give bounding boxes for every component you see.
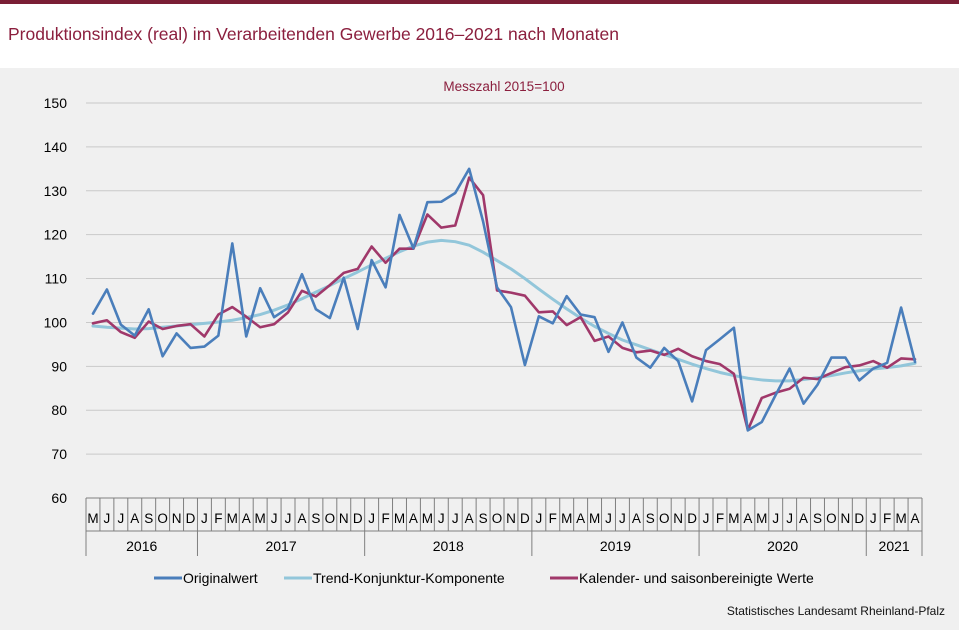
month-label: F <box>716 511 724 526</box>
month-label: M <box>255 511 266 526</box>
month-label: M <box>561 511 572 526</box>
chart-title: Produktionsindex (real) im Verarbeitende… <box>8 24 619 44</box>
y-tick-label: 120 <box>44 227 68 243</box>
source-note: Statistisches Landesamt Rheinland-Pfalz <box>726 604 945 618</box>
month-label: D <box>353 511 363 526</box>
month-label: J <box>117 511 124 526</box>
series-line-2 <box>91 176 917 432</box>
month-label: S <box>479 511 488 526</box>
month-label: J <box>535 511 542 526</box>
month-label: A <box>297 511 306 526</box>
y-tick-label: 90 <box>51 358 67 374</box>
month-label: N <box>506 511 516 526</box>
year-label: 2018 <box>433 538 464 554</box>
y-tick-label: 70 <box>51 446 67 462</box>
month-label: N <box>172 511 182 526</box>
y-tick-label: 150 <box>44 95 68 111</box>
month-label: A <box>632 511 641 526</box>
month-label: M <box>227 511 238 526</box>
month-label: O <box>826 511 837 526</box>
legend-label: Originalwert <box>183 570 258 586</box>
month-label: F <box>381 511 389 526</box>
year-label: 2019 <box>600 538 631 554</box>
y-tick-label: 140 <box>44 139 68 155</box>
month-label: D <box>520 511 530 526</box>
y-tick-label: 60 <box>51 490 67 506</box>
series-line-0 <box>91 167 917 432</box>
month-label: J <box>452 511 459 526</box>
month-label: O <box>492 511 503 526</box>
month-label: J <box>619 511 626 526</box>
month-label: M <box>87 511 98 526</box>
month-label: J <box>285 511 292 526</box>
year-label: 2017 <box>265 538 296 554</box>
month-label: J <box>438 511 445 526</box>
month-label: D <box>186 511 196 526</box>
series-line-1 <box>91 238 917 383</box>
month-label: M <box>589 511 600 526</box>
month-label: M <box>756 511 767 526</box>
month-label: N <box>840 511 850 526</box>
y-tick-label: 100 <box>44 314 68 330</box>
year-label: 2021 <box>879 538 910 554</box>
month-label: J <box>271 511 278 526</box>
month-label: S <box>311 511 320 526</box>
month-label: J <box>870 511 877 526</box>
y-tick-label: 110 <box>45 271 68 287</box>
month-label: A <box>743 511 752 526</box>
month-label: N <box>673 511 683 526</box>
month-label: A <box>576 511 585 526</box>
chart-subtitle: Messzahl 2015=100 <box>443 79 564 94</box>
month-label: F <box>214 511 222 526</box>
month-label: A <box>465 511 474 526</box>
y-tick-label: 130 <box>44 183 68 199</box>
month-label: M <box>422 511 433 526</box>
month-label: O <box>659 511 670 526</box>
y-tick-label: 80 <box>51 402 67 418</box>
month-label: N <box>339 511 349 526</box>
month-label: S <box>813 511 822 526</box>
month-label: F <box>883 511 891 526</box>
month-label: S <box>144 511 153 526</box>
month-label: D <box>854 511 864 526</box>
month-label: A <box>130 511 139 526</box>
top-accent-bar <box>0 0 959 4</box>
year-label: 2016 <box>126 538 157 554</box>
month-label: M <box>895 511 906 526</box>
month-label: F <box>549 511 557 526</box>
month-label: M <box>728 511 739 526</box>
month-label: J <box>201 511 208 526</box>
month-label: M <box>394 511 405 526</box>
month-label: J <box>703 511 710 526</box>
month-label: A <box>409 511 418 526</box>
month-label: J <box>772 511 779 526</box>
year-label: 2020 <box>767 538 798 554</box>
month-label: J <box>605 511 612 526</box>
month-label: O <box>325 511 336 526</box>
month-label: J <box>368 511 375 526</box>
month-label: J <box>104 511 111 526</box>
month-label: A <box>911 511 920 526</box>
month-label: D <box>687 511 697 526</box>
month-label: A <box>242 511 251 526</box>
month-label: S <box>646 511 655 526</box>
legend-label: Trend-Konjunktur-Komponente <box>313 570 505 586</box>
month-label: A <box>799 511 808 526</box>
month-label: J <box>786 511 793 526</box>
month-label: O <box>157 511 168 526</box>
legend-label: Kalender- und saisonbereinigte Werte <box>579 570 814 586</box>
